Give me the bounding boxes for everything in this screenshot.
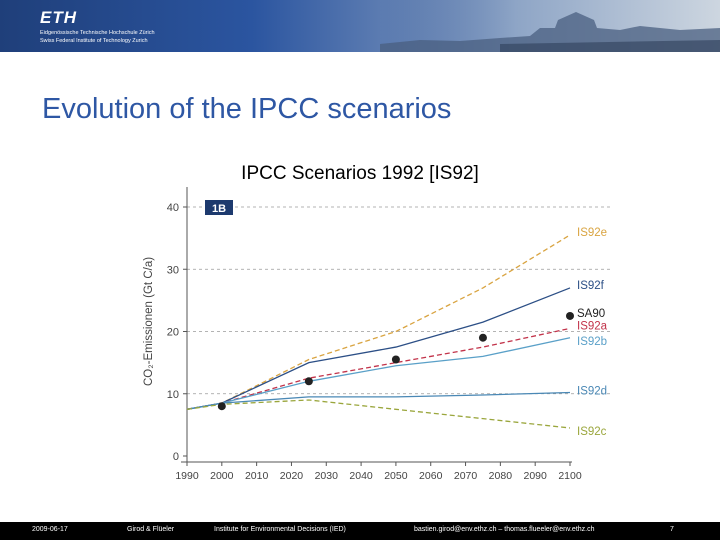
line-IS92e: [186, 234, 571, 410]
scenario-badge-label: 1B: [212, 203, 226, 215]
y-tick-label: 20: [167, 327, 179, 339]
point-SA90: [391, 355, 400, 364]
slide-title: Evolution of the IPCC scenarios: [42, 93, 452, 125]
legend-IS92b: IS92b: [577, 336, 607, 348]
x-tick-label: 1990: [175, 470, 199, 482]
y-tick-label: 30: [167, 264, 179, 276]
x-tick-label: 2100: [558, 470, 582, 482]
eth-logo: ETH: [40, 8, 77, 27]
line-IS92b: [186, 337, 571, 410]
y-tick-label: 10: [167, 389, 179, 401]
x-tick-label: 2010: [245, 470, 269, 482]
y-tick-label: 0: [173, 451, 179, 463]
line-IS92a: [186, 327, 571, 410]
x-tick-label: 2000: [210, 470, 234, 482]
legend-IS92d: IS92d: [577, 386, 607, 398]
x-tick-label: 2080: [489, 470, 513, 482]
header-banner: ETH Eidgenössische Technische Hochschule…: [0, 0, 720, 52]
header-photo: [380, 0, 720, 52]
scenario-badge: [205, 200, 233, 215]
x-tick-label: 2070: [454, 470, 478, 482]
x-tick-label: 2030: [315, 470, 339, 482]
chart-title: IPCC Scenarios 1992 [IS92]: [241, 163, 479, 184]
y-axis-label: CO₂-Emissionen (Gt C/a): [143, 257, 155, 386]
line-IS92c: [186, 399, 571, 429]
line-IS92d: [186, 391, 571, 410]
x-tick-label: 2060: [419, 470, 443, 482]
point-SA90: [566, 311, 574, 320]
legend-SA90: SA90: [577, 308, 605, 320]
x-tick-label: 2090: [524, 470, 548, 482]
footer-email: bastien.girod@env.ethz.ch – thomas.fluee…: [414, 526, 595, 533]
footer-institute: Institute for Environmental Decisions (I…: [214, 526, 346, 533]
point-SA90: [478, 333, 487, 342]
footer-bar: 2009-06-17 Girod & Flüeler Institute for…: [0, 522, 720, 540]
legend-IS92e: IS92e: [577, 227, 607, 239]
point-SA90: [217, 402, 226, 411]
footer-page-number: 7: [670, 526, 674, 533]
y-tick-label: 40: [167, 202, 179, 214]
x-tick-label: 2050: [384, 470, 408, 482]
legend-IS92f: IS92f: [577, 280, 605, 292]
institute-name-en: Swiss Federal Institute of Technology Zu…: [40, 38, 148, 44]
institute-name-de: Eidgenössische Technische Hochschule Zür…: [40, 30, 155, 36]
footer-authors: Girod & Flüeler: [127, 526, 175, 533]
legend-IS92c: IS92c: [577, 426, 607, 438]
footer-date: 2009-06-17: [32, 526, 68, 533]
x-tick-label: 2020: [280, 470, 304, 482]
point-SA90: [304, 377, 313, 386]
legend-IS92a: IS92a: [577, 320, 608, 332]
chart-grid: [187, 206, 610, 395]
chart-series: [186, 234, 574, 429]
x-tick-label: 2040: [349, 470, 373, 482]
